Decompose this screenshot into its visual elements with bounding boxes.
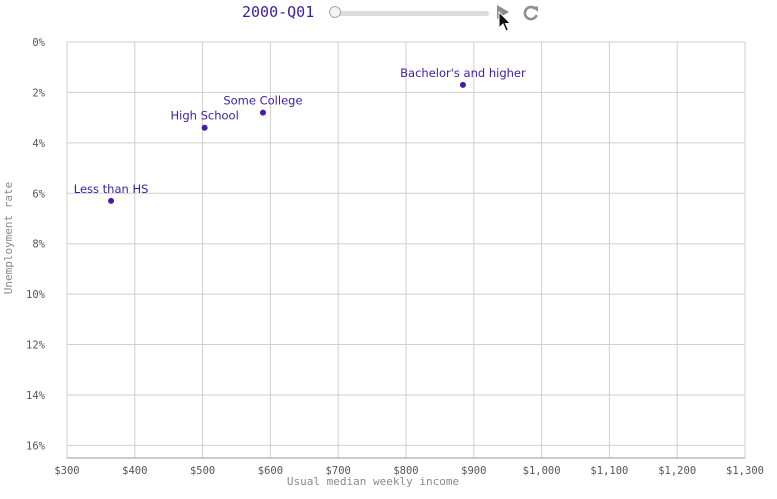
period-label: 2000-Q01 (242, 3, 315, 21)
x-axis-ticks: $300 $400 $500 $600 $700 $800 $900 $1,000 $1,100… (54, 465, 764, 477)
x-tick-label: $300 (54, 465, 79, 477)
x-tick-label: $900 (461, 465, 486, 477)
x-tick-label: $1,300 (726, 465, 764, 477)
y-tick-label: 12% (26, 340, 46, 352)
time-slider-handle[interactable] (329, 6, 341, 18)
data-point (108, 197, 115, 204)
x-axis-title: Usual median weekly income (287, 475, 459, 488)
time-slider[interactable] (333, 11, 489, 16)
y-tick-label: 2% (32, 87, 45, 99)
x-tick-label: $500 (190, 465, 215, 477)
x-tick-label: $400 (122, 465, 147, 477)
data-point-label: Some College (223, 94, 302, 108)
x-tick-label: $600 (258, 465, 283, 477)
y-axis-ticks: 0% 2% 4% 6% 8% 10% 12% 14% 16% (26, 37, 46, 452)
y-tick-label: 16% (26, 440, 46, 452)
data-point-label: Less than HS (74, 182, 149, 196)
x-tick-label: $1,000 (523, 465, 561, 477)
mouse-cursor-icon (498, 11, 512, 32)
replay-icon[interactable] (522, 4, 540, 22)
data-point (259, 109, 266, 116)
x-tick-label: $800 (393, 465, 418, 477)
data-point (201, 124, 208, 131)
y-tick-label: 8% (32, 239, 45, 251)
y-tick-label: 6% (32, 188, 45, 200)
y-tick-label: 4% (32, 138, 45, 150)
y-tick-label: 0% (32, 37, 45, 49)
chart-grid (66, 41, 746, 459)
y-tick-label: 10% (26, 289, 46, 301)
y-tick-label: 14% (26, 390, 46, 402)
data-point-label: High School (171, 109, 239, 123)
y-axis-title: Unemployment rate (2, 182, 15, 295)
x-tick-label: $1,100 (590, 465, 628, 477)
x-tick-label: $700 (326, 465, 351, 477)
x-tick-label: $1,200 (658, 465, 696, 477)
data-point-label: Bachelor's and higher (400, 66, 526, 80)
data-point (459, 81, 466, 88)
